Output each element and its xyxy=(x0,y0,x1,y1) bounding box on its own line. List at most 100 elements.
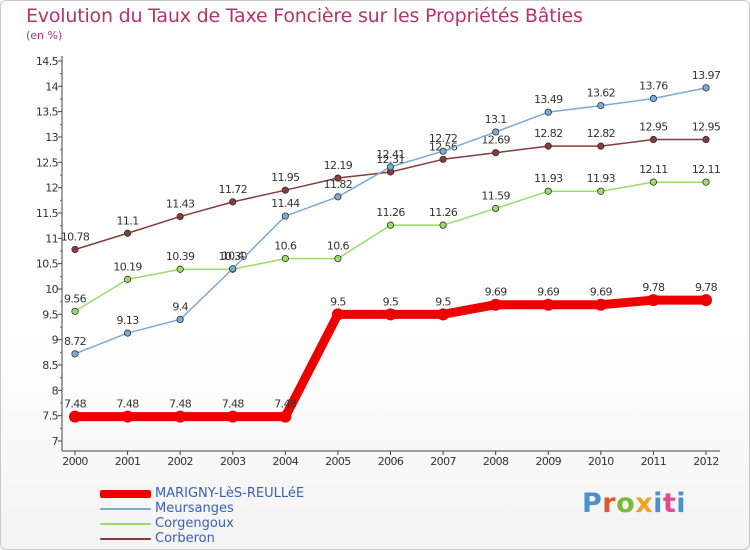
x-tick-label: 2003 xyxy=(220,455,246,468)
chart-title: Evolution du Taux de Taxe Foncière sur l… xyxy=(26,5,583,27)
data-point xyxy=(542,298,555,311)
data-label: 11.95 xyxy=(271,171,300,184)
logo-letter: i xyxy=(653,488,663,519)
chart-subtitle: (en %) xyxy=(26,29,63,42)
logo-letter: i xyxy=(676,488,687,519)
data-label: 7.48 xyxy=(222,398,245,411)
y-tick-label: 12.5 xyxy=(36,156,59,169)
data-label: 7.48 xyxy=(274,398,297,411)
data-point xyxy=(384,308,397,321)
data-label: 10.19 xyxy=(113,260,142,273)
data-point xyxy=(176,265,184,273)
data-label: 11.1 xyxy=(117,214,139,227)
data-label: 13.49 xyxy=(534,93,563,106)
data-label: 12.11 xyxy=(639,163,668,176)
data-label: 12.56 xyxy=(429,140,458,153)
data-label: 7.48 xyxy=(169,398,192,411)
data-label: 13.62 xyxy=(587,87,616,100)
legend-label: Corberon xyxy=(155,531,215,546)
data-label: 11.43 xyxy=(166,198,195,211)
data-point xyxy=(71,245,79,254)
data-label: 12.95 xyxy=(639,121,668,134)
data-label: 11.72 xyxy=(219,183,248,196)
data-point xyxy=(281,255,289,263)
data-point xyxy=(334,255,342,263)
logo-letter: r xyxy=(602,488,617,519)
data-point xyxy=(121,410,134,423)
data-point xyxy=(123,229,132,237)
logo-letter: P xyxy=(582,488,603,519)
data-label: 9.5 xyxy=(435,295,451,308)
legend-label: Meursanges xyxy=(155,501,234,516)
data-point xyxy=(437,308,450,321)
y-tick-label: 7.5 xyxy=(42,410,58,423)
data-point xyxy=(489,298,502,311)
y-tick-label: 9.5 xyxy=(42,308,58,321)
data-label: 9.5 xyxy=(330,295,346,308)
data-label: 9.69 xyxy=(485,286,508,299)
data-point xyxy=(331,308,344,321)
data-label: 9.69 xyxy=(590,286,613,299)
data-label: 12.69 xyxy=(481,134,510,147)
data-label: 11.59 xyxy=(481,189,510,202)
x-tick-label: 2008 xyxy=(483,455,509,468)
legend-swatch xyxy=(100,538,151,540)
data-point xyxy=(226,410,239,423)
data-point xyxy=(649,178,658,186)
data-point xyxy=(334,193,342,201)
logo-letter: o xyxy=(616,488,636,519)
data-label: 10.78 xyxy=(61,230,90,243)
data-label: 12.82 xyxy=(534,127,563,140)
y-tick-label: 14 xyxy=(45,80,58,93)
y-tick-label: 13.5 xyxy=(36,106,59,119)
data-point xyxy=(281,186,289,194)
data-point xyxy=(71,350,79,358)
data-point xyxy=(439,147,447,155)
data-point xyxy=(229,265,237,273)
data-point xyxy=(386,221,395,229)
data-point xyxy=(439,221,447,229)
data-label: 7.48 xyxy=(117,398,140,411)
data-label: 13.76 xyxy=(639,79,668,92)
y-tick-label: 12 xyxy=(45,182,58,195)
data-point xyxy=(544,142,552,150)
x-tick-label: 2005 xyxy=(325,455,351,468)
x-tick-label: 2007 xyxy=(430,455,456,468)
data-label: 12.41 xyxy=(376,148,405,161)
x-tick-label: 2006 xyxy=(378,455,404,468)
x-tick-label: 2001 xyxy=(115,455,141,468)
y-tick-label: 11.5 xyxy=(36,207,59,220)
data-label: 9.56 xyxy=(64,292,87,305)
data-label: 10.39 xyxy=(166,250,195,263)
data-point xyxy=(334,174,342,182)
data-point xyxy=(649,135,658,144)
proxiti-logo: Proxiti xyxy=(582,488,686,519)
y-tick-label: 11 xyxy=(45,232,58,245)
data-label: 13.97 xyxy=(692,69,721,82)
data-point xyxy=(176,315,184,323)
data-point xyxy=(123,275,132,283)
data-label: 7.48 xyxy=(64,398,87,411)
y-tick-label: 7 xyxy=(52,435,59,448)
data-point xyxy=(492,204,500,213)
data-point xyxy=(702,135,710,144)
data-point xyxy=(492,149,500,157)
x-tick-label: 2012 xyxy=(693,455,719,468)
data-point xyxy=(176,212,184,221)
data-point xyxy=(544,187,552,195)
data-label: 13.1 xyxy=(485,113,507,126)
data-label: 12.82 xyxy=(587,127,616,140)
data-label: 12.95 xyxy=(692,121,721,134)
y-tick-label: 14.5 xyxy=(36,55,59,68)
data-label: 9.69 xyxy=(537,286,560,299)
data-label: 11.26 xyxy=(376,206,405,219)
data-point xyxy=(544,108,552,116)
data-point xyxy=(71,307,79,315)
x-tick-label: 2010 xyxy=(588,455,614,468)
data-label: 11.93 xyxy=(534,172,563,185)
legend-swatch xyxy=(100,523,151,525)
data-point xyxy=(229,198,237,206)
data-point xyxy=(492,128,500,136)
data-label: 12.11 xyxy=(692,163,721,176)
data-label: 11.82 xyxy=(324,178,353,191)
